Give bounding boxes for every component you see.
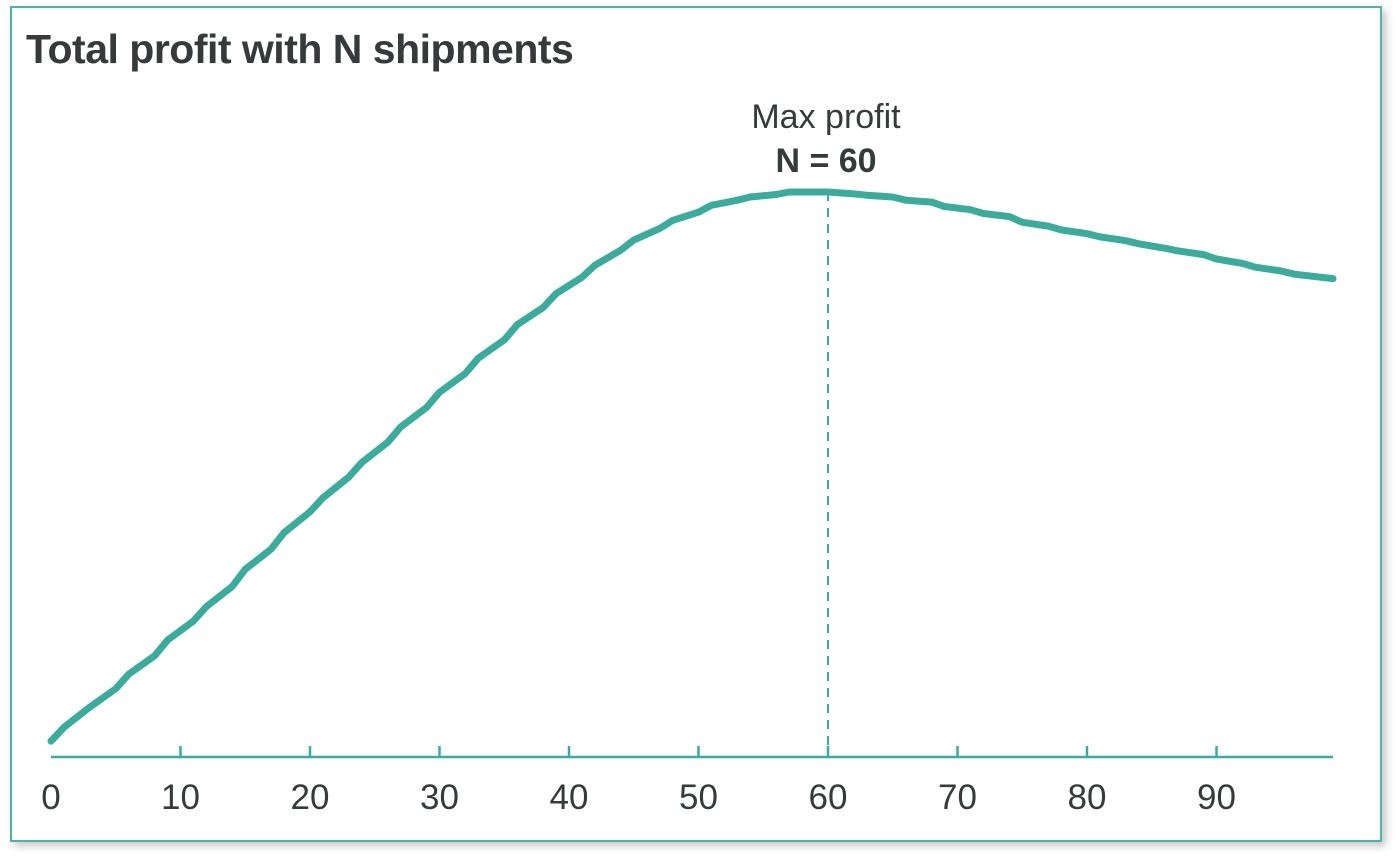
annotation-label-max-profit: Max profit (751, 98, 901, 136)
series-layer (47, 188, 1337, 745)
chart-card: Total profit with N shipments (10, 6, 1382, 842)
x-tick-label: 50 (679, 778, 718, 817)
x-tick-label: 90 (1197, 778, 1236, 817)
annotation-label-n-value: N = 60 (775, 142, 876, 180)
x-tick-label: 60 (809, 778, 848, 817)
x-axis: 0 10 20 30 40 50 60 70 80 90 (41, 746, 1334, 817)
max-profit-annotation: Max profit N = 60 (751, 98, 901, 757)
x-tick-label: 20 (291, 778, 330, 817)
chart-title: Total profit with N shipments (26, 26, 574, 72)
x-tick-label: 40 (550, 778, 589, 817)
x-tick-label: 10 (161, 778, 200, 817)
series-line-total-profit (47, 188, 1337, 745)
x-tick-label: 30 (420, 778, 459, 817)
x-tick-label: 70 (938, 778, 977, 817)
x-tick-label: 80 (1068, 778, 1107, 817)
x-tick-label: 0 (41, 778, 60, 817)
